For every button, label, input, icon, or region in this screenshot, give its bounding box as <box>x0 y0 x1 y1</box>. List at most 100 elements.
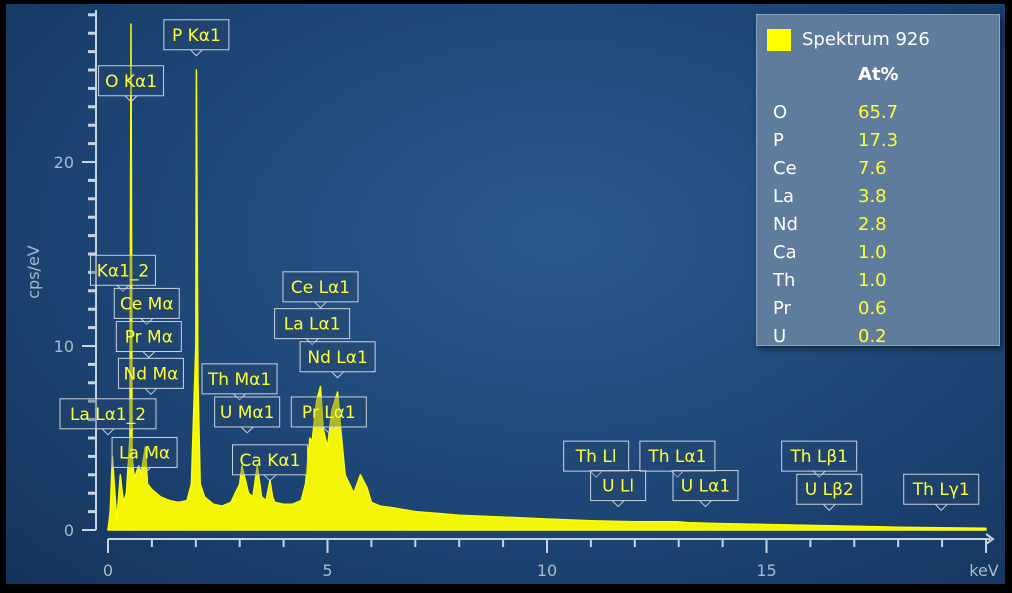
peak-label-pointer <box>138 467 151 475</box>
peak-label: Th Mα1 <box>201 363 278 401</box>
peak-label: Th Lα1 <box>639 440 716 478</box>
axis-ticks: 0 10 20 0 5 10 15 <box>54 13 987 580</box>
legend-panel: Spektrum 926 At% O 65.7 P 17.3 Ce 7.6 La… <box>756 14 1000 347</box>
peak-label-box <box>201 363 278 395</box>
legend-element: Ce <box>773 158 797 179</box>
legend-value: 3.8 <box>858 186 887 207</box>
peak-label-text: Th Lγ1 <box>912 480 970 500</box>
legend-element: O <box>773 102 788 123</box>
peak-label-box <box>231 444 308 476</box>
legend-element: Ca <box>773 242 797 263</box>
peak-label-text: Th Lβ1 <box>789 447 848 467</box>
legend-row: O 65.7 <box>757 102 999 130</box>
peak-label: U Lβ2 <box>796 473 863 511</box>
peak-label-box <box>290 396 367 428</box>
peak-label-box <box>117 357 184 389</box>
peak-label-text: U Mα1 <box>220 403 275 423</box>
legend-value: 1.0 <box>858 270 887 291</box>
peak-label-box <box>115 321 182 353</box>
peak-label-pointer <box>934 503 948 511</box>
x-tick-label: 10 <box>537 561 557 580</box>
peak-label: Ce Mα <box>113 287 180 326</box>
peak-label: La Mα <box>111 436 178 475</box>
peak-label: Pr Mα <box>115 321 182 359</box>
peak-label-box <box>214 396 281 428</box>
peak-label-text: Ce Lα1 <box>291 278 350 298</box>
x-tick-label: 15 <box>756 561 776 580</box>
peak-label-pointer <box>116 284 130 292</box>
legend-value: 0.6 <box>858 298 887 319</box>
peak-label-pointer <box>101 428 115 436</box>
peak-label-box <box>89 254 156 286</box>
legend-element: Nd <box>773 214 798 235</box>
peak-label-text: Nd Lα1 <box>307 348 367 368</box>
peak-label: La Lα1_2 <box>59 398 157 436</box>
peak-label-text: Th Mα1 <box>207 370 271 390</box>
y-tick-label: 10 <box>54 337 74 356</box>
peak-label: La Lα1 <box>274 308 351 346</box>
legend-value: 1.0 <box>858 242 887 263</box>
peak-label-box <box>299 341 376 373</box>
x-axis-arrow-icon <box>985 533 995 545</box>
legend-value: 7.6 <box>858 158 887 179</box>
peak-label-text: Pr Mα <box>125 328 173 348</box>
legend-element: Pr <box>773 298 791 319</box>
legend-element: P <box>773 130 784 151</box>
peak-label-box <box>796 473 863 505</box>
legend-title: Spektrum 926 <box>802 29 930 50</box>
legend-element: La <box>773 186 795 207</box>
peak-label-pointer <box>812 470 826 478</box>
peak-label-box <box>113 287 180 319</box>
peak-label-box <box>282 271 359 303</box>
peak-label: Nd Mα <box>117 357 184 396</box>
peak-label: Ca Kα1 <box>231 444 308 482</box>
peak-label-box <box>903 473 980 505</box>
peak-label-pointer <box>699 500 712 508</box>
peak-label-pointer <box>589 470 603 478</box>
peak-label: O Kα1 <box>98 65 165 103</box>
peak-label: P Kα1 <box>163 19 230 57</box>
peak-label-box <box>274 308 351 340</box>
peak-label: Nd Lα1 <box>299 341 376 379</box>
peak-label-text: Th Ll <box>575 447 617 467</box>
peak-label-box <box>98 65 165 97</box>
peak-label-pointer <box>611 500 625 508</box>
y-tick-label: 20 <box>54 153 74 172</box>
peak-label: U Ll <box>590 470 647 508</box>
legend-row: P 17.3 <box>757 130 999 158</box>
peak-label-text: U Ll <box>602 477 634 497</box>
spectrum-area <box>107 23 987 531</box>
peak-label: Pr Lα1 <box>290 396 367 434</box>
peak-label-pointer <box>822 503 836 511</box>
peak-label-box <box>672 470 739 502</box>
peak-label-text: La Mα <box>119 443 170 463</box>
peak-label-pointer <box>240 426 254 434</box>
peak-label-pointer <box>305 338 319 346</box>
peak-label: U Mα1 <box>214 396 281 434</box>
legend-value: 17.3 <box>858 130 899 151</box>
peak-label-text: U Lα1 <box>681 477 730 497</box>
peak-label-text: Ce Mα <box>120 294 174 314</box>
peak-label-text: La Lα1_2 <box>70 405 146 425</box>
peak-labels-layer: P Kα1 O Kα1 Kα1_2 Ce Mα Pr Mα Nd Mα La Lα1_2 La… <box>59 19 980 511</box>
legend-value: 65.7 <box>858 102 899 123</box>
peak-label-box <box>59 398 157 430</box>
peak-label-text: Ca Kα1 <box>240 451 301 471</box>
peak-label-box <box>163 19 230 51</box>
legend-column-header: At% <box>858 64 899 85</box>
legend-swatch <box>767 29 791 51</box>
legend-element: Th <box>773 270 796 291</box>
peak-label-text: Pr Lα1 <box>302 403 356 423</box>
peak-label-text: Nd Mα <box>124 364 179 384</box>
peak-label-text: Kα1_2 <box>97 261 150 281</box>
peak-label-pointer <box>124 95 138 103</box>
peak-label-pointer <box>140 318 154 326</box>
legend-row: Ce 7.6 <box>757 158 999 186</box>
legend-row: Pr 0.6 <box>757 298 999 326</box>
peak-label: Th Ll <box>563 440 630 478</box>
peak-label-text: U Lβ2 <box>805 480 854 500</box>
peak-label: Ce Lα1 <box>282 271 359 309</box>
legend-value: 0.2 <box>858 326 887 347</box>
x-axis-unit: keV <box>969 561 999 580</box>
